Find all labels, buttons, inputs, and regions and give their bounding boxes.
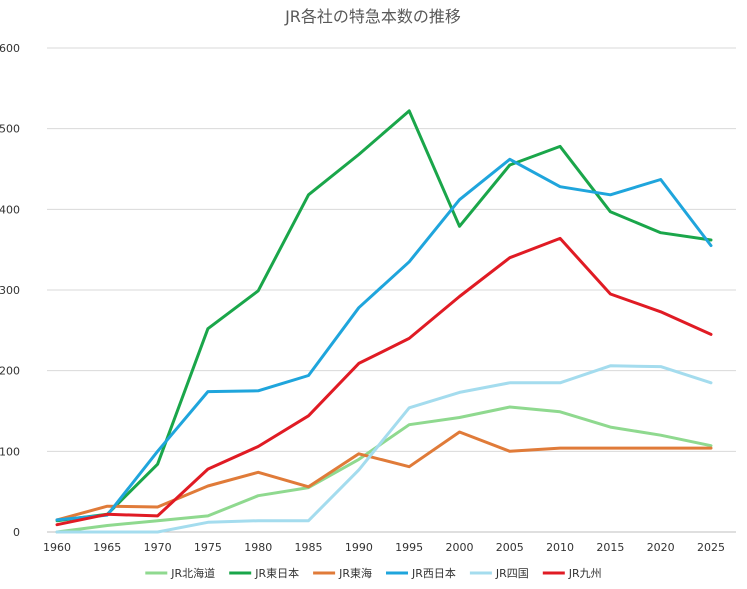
legend-item: JR北海道 (145, 566, 215, 580)
legend-item: JR東日本 (229, 566, 299, 580)
y-tick-label: 0 (13, 526, 20, 539)
x-axis-ticks: 1960 1965 1970 1975 1980 1985 1990 1995 2000 2005… (43, 541, 725, 554)
legend-label: JR東日本 (254, 566, 299, 580)
legend-label: JR九州 (568, 567, 602, 580)
series-line-0 (55, 405, 713, 534)
series-line-3 (55, 157, 713, 522)
legend-label: JR東海 (338, 566, 372, 580)
series-line-2 (55, 430, 713, 522)
legend-label: JR四国 (495, 567, 529, 580)
x-tick-label: 2010 (546, 541, 574, 554)
legend-item: JR東海 (313, 566, 372, 580)
series-line-4 (55, 364, 713, 534)
x-tick-label: 2020 (647, 541, 675, 554)
y-tick-label: 600 (0, 42, 20, 55)
y-tick-label: 300 (0, 284, 20, 297)
x-tick-label: 1985 (295, 541, 323, 554)
x-tick-label: 1965 (93, 541, 121, 554)
x-tick-label: 1990 (345, 541, 373, 554)
legend-item: JR西日本 (386, 566, 456, 580)
y-tick-label: 500 (0, 123, 20, 136)
legend-label: JR西日本 (411, 566, 456, 580)
series-lines (55, 109, 713, 534)
y-tick-label: 200 (0, 365, 20, 378)
y-tick-label: 100 (0, 445, 20, 458)
y-axis-ticks: 0 100 200 300 400 500 600 (0, 42, 20, 539)
x-tick-label: 1975 (194, 541, 222, 554)
chart-title: JR各社の特急本数の推移 (284, 7, 461, 26)
legend-label: JR北海道 (170, 566, 215, 580)
series-line-5 (55, 236, 713, 527)
x-tick-label: 1980 (244, 541, 272, 554)
legend-item: JR九州 (542, 567, 602, 580)
x-tick-label: 1960 (43, 541, 71, 554)
legend: JR北海道 JR東日本 JR東海 JR西日本 JR四国 JR九州 (145, 566, 602, 580)
y-tick-label: 400 (0, 203, 20, 216)
legend-item: JR四国 (469, 567, 529, 580)
x-tick-label: 1995 (395, 541, 423, 554)
x-tick-label: 2005 (496, 541, 524, 554)
x-tick-label: 2025 (697, 541, 725, 554)
x-tick-label: 2000 (445, 541, 473, 554)
x-tick-label: 2015 (596, 541, 624, 554)
x-tick-label: 1970 (144, 541, 172, 554)
